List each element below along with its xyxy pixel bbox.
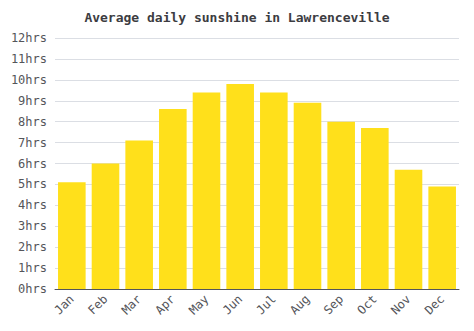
svg-text:Dec: Dec — [422, 292, 447, 317]
svg-text:Apr: Apr — [153, 292, 178, 317]
svg-text:8hrs: 8hrs — [18, 115, 47, 129]
svg-text:6hrs: 6hrs — [18, 157, 47, 171]
svg-text:4hrs: 4hrs — [18, 198, 47, 212]
svg-text:Jul: Jul — [254, 292, 279, 317]
svg-text:3hrs: 3hrs — [18, 219, 47, 233]
svg-text:2hrs: 2hrs — [18, 240, 47, 254]
svg-text:5hrs: 5hrs — [18, 177, 47, 191]
svg-text:Aug: Aug — [287, 292, 312, 317]
svg-text:Sep: Sep — [321, 292, 346, 317]
svg-text:11hrs: 11hrs — [11, 52, 47, 66]
svg-text:Jun: Jun — [220, 292, 245, 317]
svg-text:1hrs: 1hrs — [18, 261, 47, 275]
svg-text:7hrs: 7hrs — [18, 136, 47, 150]
svg-text:0hrs: 0hrs — [18, 282, 47, 296]
svg-text:9hrs: 9hrs — [18, 94, 47, 108]
svg-text:Jan: Jan — [52, 292, 77, 317]
svg-text:12hrs: 12hrs — [11, 31, 47, 45]
svg-text:Nov: Nov — [388, 292, 413, 317]
svg-text:Average daily sunshine in Lawr: Average daily sunshine in Lawrenceville — [84, 10, 389, 25]
svg-text:Mar: Mar — [119, 292, 144, 317]
svg-text:May: May — [186, 292, 211, 317]
svg-text:Feb: Feb — [85, 292, 110, 317]
svg-text:Oct: Oct — [355, 292, 380, 317]
svg-text:10hrs: 10hrs — [11, 73, 47, 87]
